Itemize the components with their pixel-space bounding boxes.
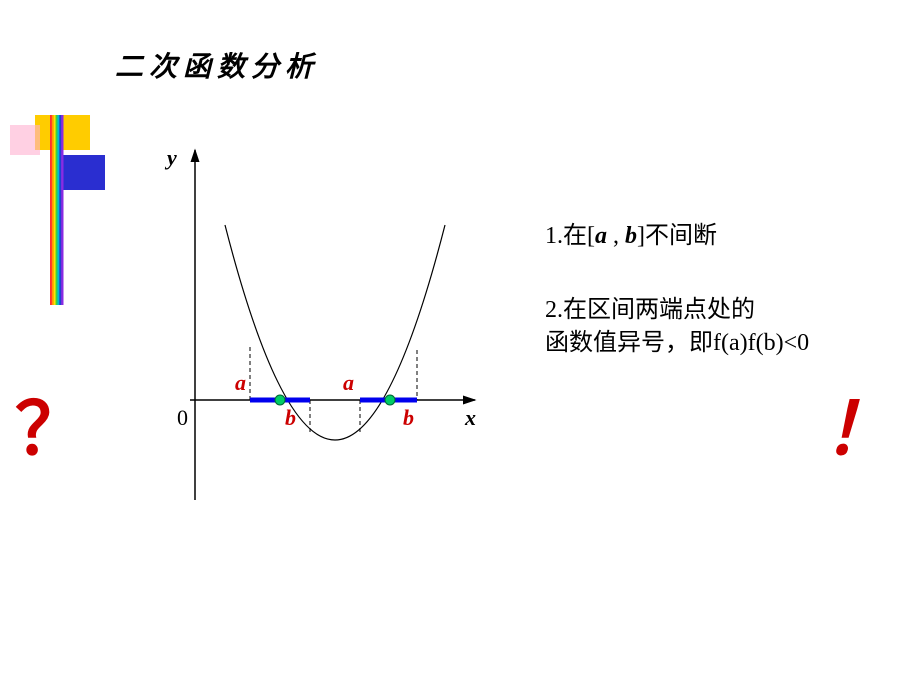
svg-text:b: b xyxy=(403,405,414,430)
condition-2a: 2.在区间两端点处的 xyxy=(545,294,809,328)
svg-text:a: a xyxy=(343,370,354,395)
svg-text:b: b xyxy=(285,405,296,430)
parabola-chart: y x 0 a a b b xyxy=(155,140,495,510)
cond1-b: b xyxy=(625,223,637,249)
deco-svg xyxy=(10,115,105,315)
cond1-prefix: 1.在[ xyxy=(545,223,595,249)
decorative-block xyxy=(10,115,105,315)
cond1-suffix: ]不间断 xyxy=(637,223,717,249)
page-title: 二次函数分析 xyxy=(115,45,319,85)
cond1-a: a xyxy=(595,223,607,249)
svg-text:x: x xyxy=(464,405,476,430)
question-mark: ？ xyxy=(15,370,87,475)
condition-2b: 函数值异号，即f(a)f(b)<0 xyxy=(545,327,809,361)
svg-text:a: a xyxy=(235,370,246,395)
exclaim-mark: ！ xyxy=(823,370,895,475)
condition-1: 1.在[a , b]不间断 xyxy=(545,220,809,254)
cond1-sep: , xyxy=(607,223,625,249)
conditions-block: 1.在[a , b]不间断 2.在区间两端点处的 函数值异号，即f(a)f(b)… xyxy=(545,220,809,361)
svg-text:y: y xyxy=(164,145,177,170)
svg-text:0: 0 xyxy=(177,405,188,430)
chart-container: y x 0 a a b b xyxy=(155,140,495,510)
